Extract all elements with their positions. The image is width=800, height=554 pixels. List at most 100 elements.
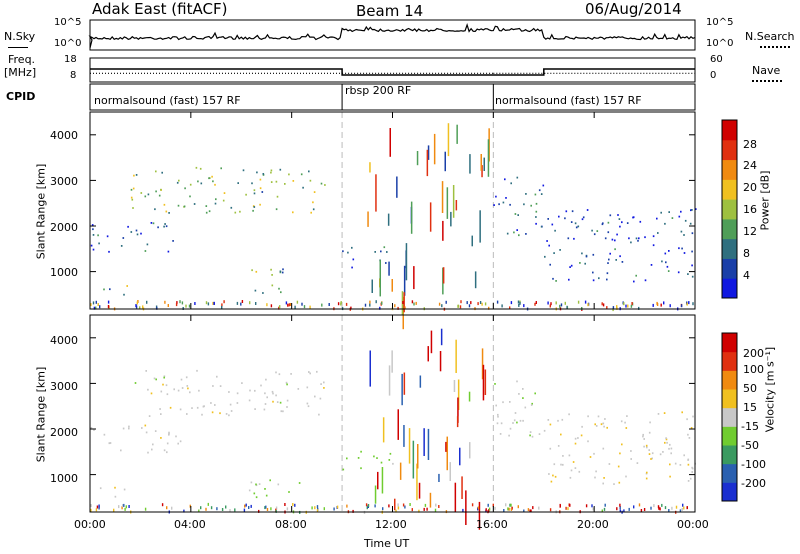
- velocity-cell-125: [255, 496, 258, 499]
- power-cell-148: [525, 193, 527, 195]
- velocity-cell-46: [145, 370, 147, 372]
- velocity-cell-171: [625, 427, 628, 429]
- velocity-fringe-10: [492, 503, 494, 507]
- velocity-fringe-100: [270, 507, 272, 511]
- velocity-cell-57: [196, 369, 198, 372]
- power-fringe-110: [321, 303, 323, 307]
- velocity-streak-3: [468, 391, 471, 402]
- velocity-cell-10: [290, 373, 292, 375]
- power-fringe-12: [139, 306, 141, 310]
- velocity-cell-239: [646, 471, 648, 474]
- power-cell-88: [163, 225, 165, 228]
- velocity-streak-14: [423, 428, 425, 456]
- velocity-cell-257: [665, 437, 667, 440]
- power-fringe-32: [692, 302, 694, 306]
- velocity-cell-265: [548, 473, 550, 475]
- velocity-colorbar-title: Velocity [m s⁻¹]: [763, 346, 777, 433]
- velocity-cell-268: [557, 419, 559, 422]
- velocity-fringe-41: [118, 505, 120, 509]
- power-cell-10: [133, 174, 135, 177]
- power-cell-30: [292, 211, 294, 214]
- vel-cb-swatch-3: [722, 426, 737, 446]
- velocity-cell-114: [99, 487, 102, 490]
- velocity-cell-252: [645, 444, 648, 447]
- power-streak-1: [442, 267, 444, 295]
- velocity-cell-249: [662, 451, 664, 453]
- velocity-cell-259: [603, 425, 605, 428]
- power-cell-126: [271, 274, 273, 276]
- nsky-label: N.Sky: [4, 30, 36, 43]
- velocity-cell-16: [159, 408, 161, 410]
- velocity-cell-63: [278, 373, 281, 376]
- velocity-cell-49: [254, 389, 256, 392]
- velocity-ytick-1000: 1000: [50, 472, 78, 485]
- power-cell-170: [691, 250, 693, 253]
- velocity-cell-262: [691, 466, 693, 469]
- power-fringe-128: [379, 306, 381, 310]
- velocity-streak-6: [382, 417, 385, 443]
- noise-line: [88, 22, 696, 49]
- power-streak-43: [483, 157, 485, 171]
- axis-ticks: [89, 112, 696, 512]
- velocity-fringe-11: [388, 504, 390, 508]
- velocity-cell-169: [570, 469, 573, 472]
- power-fringe-89: [550, 302, 552, 306]
- power-fringe-21: [296, 300, 299, 304]
- power-cell-231: [608, 258, 610, 261]
- power-cell-24: [163, 203, 166, 206]
- velocity-fringe-133: [316, 505, 319, 509]
- power-fringe-52: [369, 300, 371, 304]
- vel-cb-tick-15: 15: [743, 401, 757, 414]
- freq-line: [90, 68, 695, 76]
- velocity-fringe-44: [205, 507, 207, 511]
- velocity-cell-1: [155, 378, 157, 381]
- power-cell-162: [516, 229, 518, 231]
- velocity-fringe-146: [668, 509, 670, 512]
- power-cell-97: [122, 237, 125, 239]
- velocity-cell-52: [266, 396, 268, 399]
- power-cell-77: [183, 205, 186, 208]
- velocity-cell-136: [360, 450, 362, 453]
- power-cb-swatch-5: [722, 179, 737, 200]
- power-fringe-120: [221, 305, 223, 309]
- power-fringe-68: [236, 301, 239, 305]
- velocity-cell-142: [516, 380, 518, 383]
- velocity-cell-270: [594, 423, 596, 426]
- power-cell-81: [259, 178, 262, 181]
- velocity-streak-23: [484, 369, 487, 395]
- power-cell-212: [681, 247, 683, 250]
- velocity-cell-231: [553, 463, 556, 466]
- power-cell-233: [689, 222, 692, 225]
- velocity-cell-60: [187, 387, 189, 390]
- velocity-cell-19: [166, 393, 169, 396]
- velocity-cell-59: [282, 410, 284, 413]
- power-cell-196: [601, 223, 604, 226]
- velocity-cell-266: [568, 454, 571, 457]
- vel-cb-swatch-6: [722, 370, 737, 390]
- velocity-streak-13: [416, 463, 418, 501]
- power-cell-183: [667, 270, 670, 272]
- velocity-cell-220: [687, 433, 689, 436]
- power-fringe-11: [616, 306, 618, 310]
- velocity-fringe-92: [123, 503, 125, 507]
- power-fringe-123: [194, 302, 196, 305]
- power-ytick-1000: 1000: [50, 266, 78, 279]
- velocity-fringe-125: [207, 502, 209, 506]
- power-fringe-66: [93, 306, 96, 310]
- velocity-cell-150: [497, 415, 499, 418]
- power-ytick-4000: 4000: [50, 129, 78, 142]
- power-cell-152: [518, 234, 520, 237]
- power-streak-40: [479, 210, 481, 243]
- power-cb-swatch-6: [722, 159, 737, 180]
- power-cell-149: [510, 182, 512, 185]
- velocity-fringe-114: [96, 505, 99, 509]
- velocity-cell-157: [530, 404, 533, 406]
- velocity-fringe-129: [367, 504, 370, 507]
- power-streak-13: [474, 271, 477, 289]
- nsearch-line: [760, 46, 790, 48]
- velocity-cell-81: [260, 384, 262, 387]
- velocity-cell-122: [298, 482, 301, 484]
- power-fringe-88: [519, 301, 521, 305]
- power-cell-70: [177, 204, 180, 207]
